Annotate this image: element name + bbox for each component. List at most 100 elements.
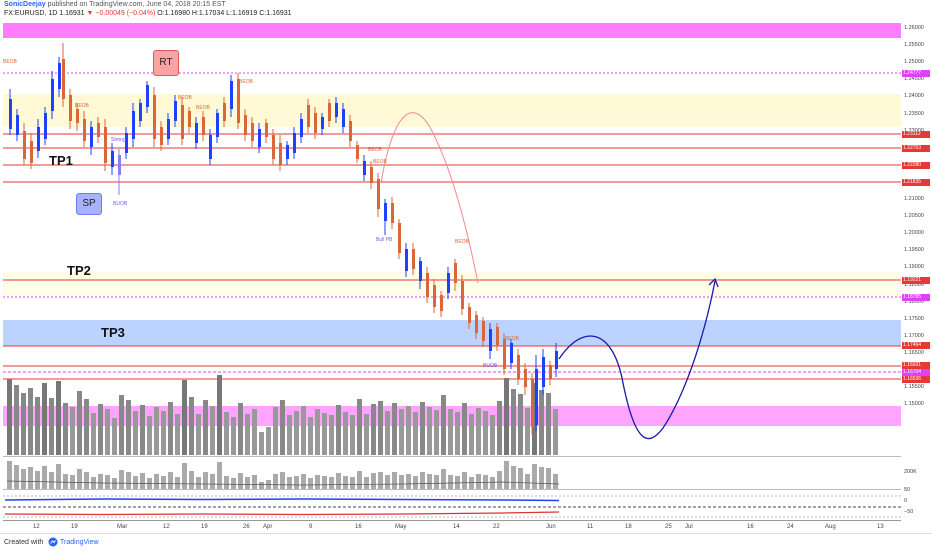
indicator-svg (3, 495, 901, 518)
indicator-pane[interactable] (3, 489, 901, 520)
strong-label: Strong (111, 137, 126, 143)
osc-tick-neg50: −50 (904, 509, 914, 515)
time-label: 9 (309, 524, 313, 530)
ohlc-values: O:1.16980 H:1.17034 L:1.16919 C:1.16931 (157, 10, 292, 17)
time-label: Jun (546, 524, 556, 530)
time-label: Aug (825, 524, 836, 530)
beob-label-9: BEOB (505, 336, 519, 342)
osc-svg (6, 461, 560, 489)
price-tick: 1.18500 (904, 281, 924, 288)
time-label: 11 (587, 524, 594, 530)
time-label: 16 (747, 524, 754, 530)
vol-tick: 200K (904, 469, 917, 475)
time-label: 19 (71, 524, 78, 530)
price-tick: 1.20500 (904, 213, 924, 220)
price-badge: 1.23112 (902, 131, 930, 138)
time-label: 19 (201, 524, 208, 530)
publish-info: SonicDeejay published on TradingView.com… (4, 1, 226, 8)
tp2-label: TP2 (67, 263, 91, 278)
price-tick: 1.16500 (904, 349, 924, 356)
osc-bars (7, 461, 558, 489)
beob-label-6: BEOB (368, 147, 382, 153)
created-with-text: Created with (4, 539, 44, 546)
price-tick: 1.20000 (904, 230, 924, 237)
tp1-label: TP1 (49, 153, 73, 168)
price-tick: 1.17500 (904, 315, 924, 322)
price-tick: 1.19500 (904, 247, 924, 254)
buob-label-2: BUOB (483, 363, 498, 369)
price-badge: 1.22753 (902, 145, 930, 152)
price-tick: 1.18000 (904, 298, 924, 305)
time-label: 22 (493, 524, 500, 530)
time-label: 13 (877, 524, 884, 530)
price-tick: 1.17000 (904, 332, 924, 339)
time-label: 25 (665, 524, 672, 530)
author-name[interactable]: SonicDeejay (4, 1, 46, 8)
volume-oscillator-pane[interactable] (3, 456, 901, 489)
sp-marker: SP (76, 193, 102, 215)
time-label: 14 (453, 524, 460, 530)
time-label: 16 (355, 524, 362, 530)
beob-label-1: BEOB (3, 59, 17, 65)
time-label: Jul (685, 524, 693, 530)
time-label: Mar (117, 524, 128, 530)
last-price: 1.16931 (59, 10, 85, 17)
tp2-zone (3, 272, 901, 297)
price-tick: 1.24000 (904, 93, 924, 100)
price-tick: 1.23000 (904, 128, 924, 134)
time-label: May (395, 524, 407, 530)
time-label: 26 (243, 524, 250, 530)
indicator-blue-line (4, 498, 560, 502)
price-tick: 1.15000 (904, 401, 924, 408)
time-label: 12 (163, 524, 170, 530)
price-badge: 1.16536 (902, 376, 930, 383)
price-badge: 1.18785 (902, 294, 930, 301)
footer: Created with TradingView (0, 533, 932, 551)
buob-label-1: BUOB (113, 201, 128, 207)
osc-average-line (6, 480, 560, 486)
symbol-info: FX:EURUSD, 1D 1.16931 ▼ −0.00049 (−0.04%… (4, 10, 292, 17)
tradingview-brand[interactable]: TradingView (60, 539, 99, 546)
projection-arrow-head (708, 277, 719, 288)
bear-arc (380, 112, 479, 284)
candlesticks (9, 43, 558, 435)
time-label: 12 (33, 524, 40, 530)
tp3-label: TP3 (101, 325, 125, 340)
beob-label-7: BEOB (373, 159, 387, 165)
price-tick: 1.25000 (904, 59, 924, 66)
price-axis[interactable]: 1.26000 1.25500 1.25000 1.24500 1.24000 1.235… (902, 23, 932, 519)
resistance-zone (3, 94, 901, 127)
price-change: ▼ −0.00049 (−0.04%) (86, 10, 156, 17)
time-axis[interactable]: 12 19 Mar 12 19 26 Apr 9 16 May 14 22 Jun 11 18 25 Jul 16… (3, 520, 901, 533)
supply-zone-top (3, 23, 901, 38)
price-chart-svg (3, 23, 901, 455)
beob-label-2: BEOB (75, 103, 89, 109)
beob-label-3: BEOB (178, 95, 192, 101)
time-label: Apr (263, 524, 273, 530)
projection-path (558, 280, 716, 440)
tradingview-logo-icon (48, 537, 58, 549)
price-tick: 1.19000 (904, 264, 924, 271)
price-chart-pane[interactable]: TP1 TP2 TP3 SP RT BEOB BEOB BEOB BEOB BE… (3, 23, 901, 455)
price-badge: 1.21835 (902, 179, 930, 186)
time-label: 24 (787, 524, 794, 530)
price-badge: 1.24777 (902, 70, 930, 77)
publish-text: published on TradingView.com, June 04, 2… (47, 1, 226, 8)
tp3-zone (3, 320, 901, 346)
osc-tick-0: 0 (904, 498, 908, 504)
price-tick: 1.26000 (904, 25, 924, 31)
price-tick: 1.21000 (904, 196, 924, 202)
beob-label-5: BEOB (239, 79, 253, 85)
price-tick: 1.25500 (904, 42, 924, 49)
price-badge: 1.16931 (902, 362, 930, 369)
indicator-red-line (4, 511, 560, 516)
price-badge: 1.22280 (902, 162, 930, 169)
price-tick: 1.24500 (904, 76, 924, 83)
osc-tick-50: 50 (904, 487, 911, 493)
bull-pb-label: Bull PB (376, 237, 393, 243)
price-badge: 1.17464 (902, 342, 930, 349)
time-label: 18 (625, 524, 632, 530)
beob-label-8: BEOB (455, 239, 469, 245)
symbol-name: FX:EURUSD, 1D (4, 10, 58, 17)
price-badge: 1.19221 (902, 277, 930, 284)
